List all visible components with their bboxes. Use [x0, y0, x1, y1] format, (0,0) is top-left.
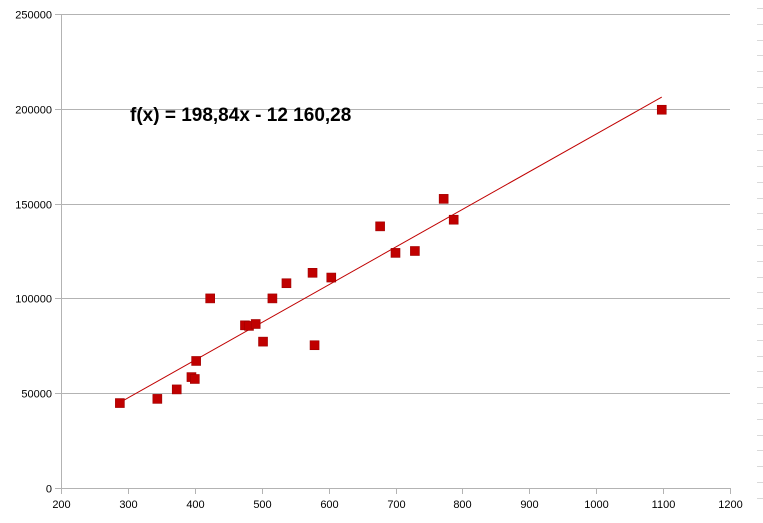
- x-tick-label: 700: [387, 499, 405, 511]
- x-tick-label: 500: [253, 499, 271, 511]
- x-tick-label: 600: [320, 499, 338, 511]
- data-point: [190, 374, 200, 384]
- x-tick-label: 200: [52, 499, 70, 511]
- data-point: [326, 272, 337, 283]
- data-point: [115, 398, 125, 408]
- data-point: [191, 356, 201, 366]
- y-tick-label: 250000: [15, 10, 52, 22]
- x-tick-label: 1200: [718, 499, 742, 511]
- trendline-equation: f(x) = 198,84x - 12 160,28: [130, 105, 351, 126]
- data-point: [375, 221, 385, 232]
- data-point: [281, 278, 292, 289]
- y-tick-label: 200000: [15, 105, 52, 117]
- data-point: [656, 104, 667, 115]
- grid-layer: [61, 14, 730, 394]
- data-point: [448, 214, 459, 225]
- data-point: [250, 319, 261, 329]
- x-tick-label: 900: [520, 499, 538, 511]
- x-tick-label: 300: [119, 499, 137, 511]
- data-point: [410, 246, 420, 256]
- y-tick-label: 0: [46, 484, 52, 496]
- data-point: [171, 384, 182, 395]
- points-layer: [115, 104, 667, 408]
- data-point: [390, 248, 401, 258]
- data-point: [309, 340, 320, 351]
- data-point: [267, 293, 278, 304]
- x-tick-label: 1100: [652, 499, 676, 511]
- axes-layer: 0 50000 100000 150000 200000 250000 200 300 400 5…: [15, 10, 742, 512]
- data-point: [438, 194, 449, 204]
- data-point: [258, 336, 268, 347]
- data-point: [205, 293, 215, 304]
- x-tick-label: 1000: [584, 499, 608, 511]
- x-tick-label: 800: [453, 499, 471, 511]
- y-tick-label: 50000: [21, 389, 52, 401]
- data-point: [152, 394, 163, 404]
- x-tick-label: 400: [186, 499, 204, 511]
- y-tick-label: 100000: [15, 294, 52, 306]
- y-tick-label: 150000: [15, 200, 52, 212]
- right-decor-ticks: [757, 8, 763, 499]
- data-point: [307, 268, 318, 278]
